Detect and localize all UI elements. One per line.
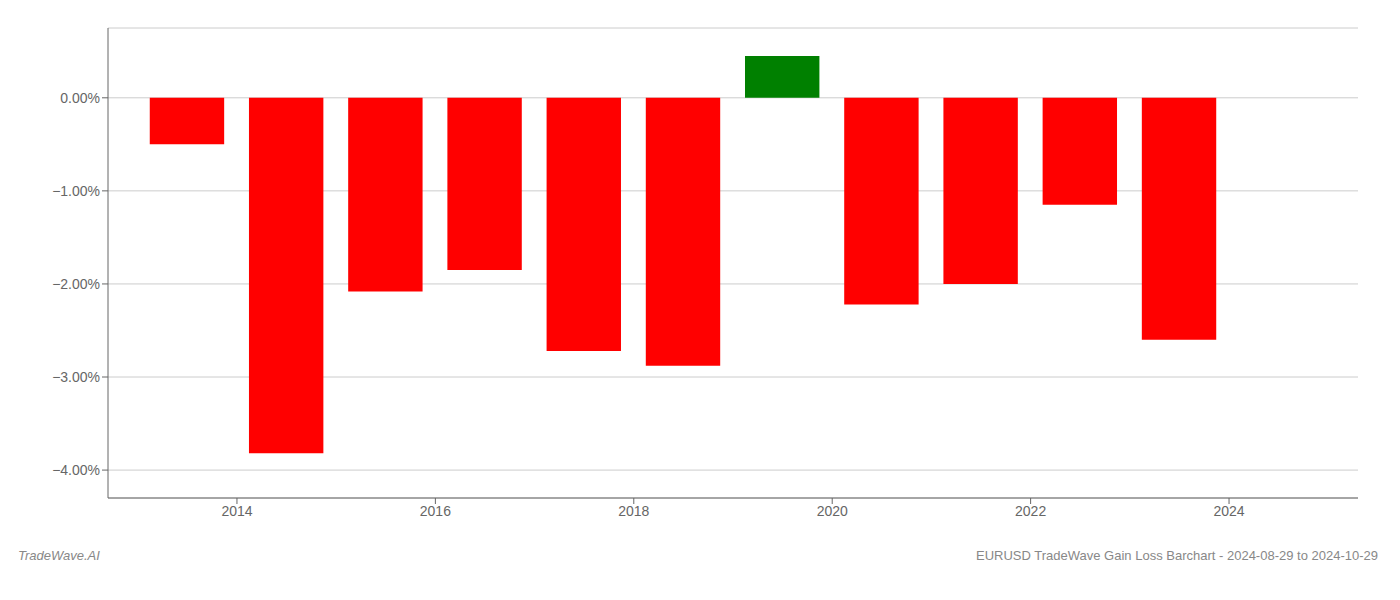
svg-text:2022: 2022 [1015,503,1046,519]
svg-text:−4.00%: −4.00% [52,462,100,478]
svg-text:2014: 2014 [221,503,252,519]
svg-text:−2.00%: −2.00% [52,276,100,292]
svg-text:−1.00%: −1.00% [52,183,100,199]
html-text:TradeWave.AI: TradeWave.AI [18,548,100,563]
svg-text:2020: 2020 [817,503,848,519]
html-text:EURUSD TradeWave Gain Loss Bar: EURUSD TradeWave Gain Loss Barchart - 20… [976,548,1378,563]
svg-text:2018: 2018 [618,503,649,519]
svg-text:−3.00%: −3.00% [52,369,100,385]
svg-text:2016: 2016 [420,503,451,519]
svg-text:0.00%: 0.00% [60,90,100,106]
svg-text:2024: 2024 [1213,503,1244,519]
